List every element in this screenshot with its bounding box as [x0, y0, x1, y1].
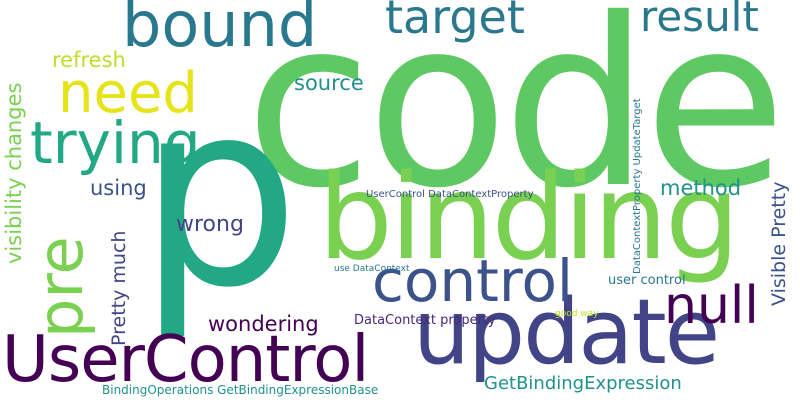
word-usercontrol: UserControl [2, 323, 369, 397]
word-need: need [58, 61, 198, 126]
word-bound: bound [122, 0, 318, 61]
word-trying: trying [30, 109, 201, 177]
word-method: method [660, 176, 742, 200]
word-usercontrol-datacontextproperty: UserControl DataContextProperty [366, 189, 534, 200]
word-p: p [138, 47, 300, 344]
word-visible-pretty: Visible Pretty [768, 181, 790, 306]
word-pretty-much: Pretty much [108, 230, 130, 346]
word-result: result [640, 0, 759, 41]
word-getbindingexpression: GetBindingExpression [484, 373, 682, 394]
word-binding: binding [318, 148, 740, 286]
word-update: update [413, 280, 720, 385]
word-code: code [245, 0, 786, 239]
word-use-datacontext: use DataContext [334, 264, 410, 274]
word-bindingoperations: BindingOperations GetBindingExpressionBa… [102, 383, 379, 397]
word-null: null [664, 276, 759, 336]
word-control: control [372, 247, 574, 315]
word-pre: pre [24, 236, 97, 338]
word-refresh: refresh [52, 48, 126, 72]
word-good-way: good way [555, 309, 599, 319]
word-user-control: user control [608, 273, 686, 288]
word-wondering: wondering [208, 312, 319, 336]
word-target: target [385, 0, 525, 44]
word-datacontext-property: DataContext property [354, 313, 496, 328]
word-wrong: wrong [176, 212, 244, 237]
word-datacontextproperty-updatetarget: DataContextProperty UpdateTarget [632, 98, 643, 274]
word-visibility-changes: visibility changes [2, 82, 26, 264]
word-using: using [90, 176, 147, 200]
word-source: source [294, 71, 364, 95]
